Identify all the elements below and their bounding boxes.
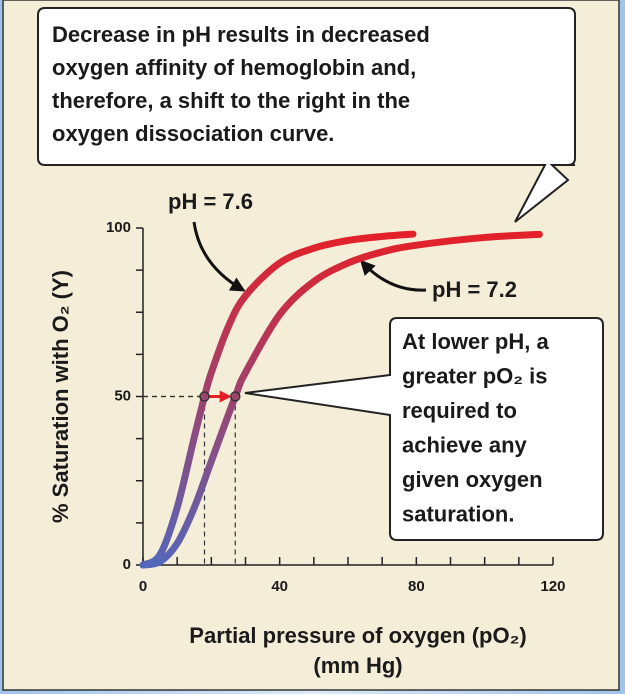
- y-tick-label: 100: [106, 219, 131, 236]
- p50-point: [230, 391, 241, 402]
- curve: [139, 230, 417, 569]
- x-tick-label: 0: [139, 578, 147, 595]
- callout-text: greater pO₂ is: [402, 363, 548, 388]
- callout-text: oxygen affinity of hemoglobin and,: [52, 55, 416, 80]
- label-arrow: [359, 259, 427, 292]
- series-label: pH = 7.6: [168, 189, 253, 214]
- callout-text: saturation.: [402, 501, 514, 526]
- callout-right-box: [244, 317, 604, 541]
- x-tick-label: 120: [540, 578, 565, 595]
- callout-text: oxygen dissociation curve.: [52, 121, 334, 146]
- curve: [139, 230, 543, 569]
- callout-text: therefore, a shift to the right in the: [52, 88, 410, 113]
- callout-text: Decrease in pH results in decreased: [52, 22, 430, 47]
- x-tick-label: 40: [271, 578, 288, 595]
- label-arrow: [192, 221, 246, 292]
- callout-text: At lower pH, a: [402, 329, 549, 354]
- y-tick-label: 50: [114, 387, 131, 404]
- callout-text: required to: [402, 398, 517, 423]
- callout-text: given oxygen: [402, 467, 543, 492]
- x-tick-label: 80: [408, 578, 425, 595]
- y-tick-label: 0: [123, 556, 131, 573]
- series-label: pH = 7.2: [432, 277, 517, 302]
- x-axis-label: Partial pressure of oxygen (pO₂): [189, 623, 526, 648]
- callout-top-box: [37, 7, 576, 223]
- callout-text: achieve any: [402, 432, 528, 457]
- y-axis-label: % Saturation with O₂ (Y): [48, 270, 73, 523]
- p50-point: [199, 391, 210, 402]
- x-axis-label: (mm Hg): [313, 653, 402, 678]
